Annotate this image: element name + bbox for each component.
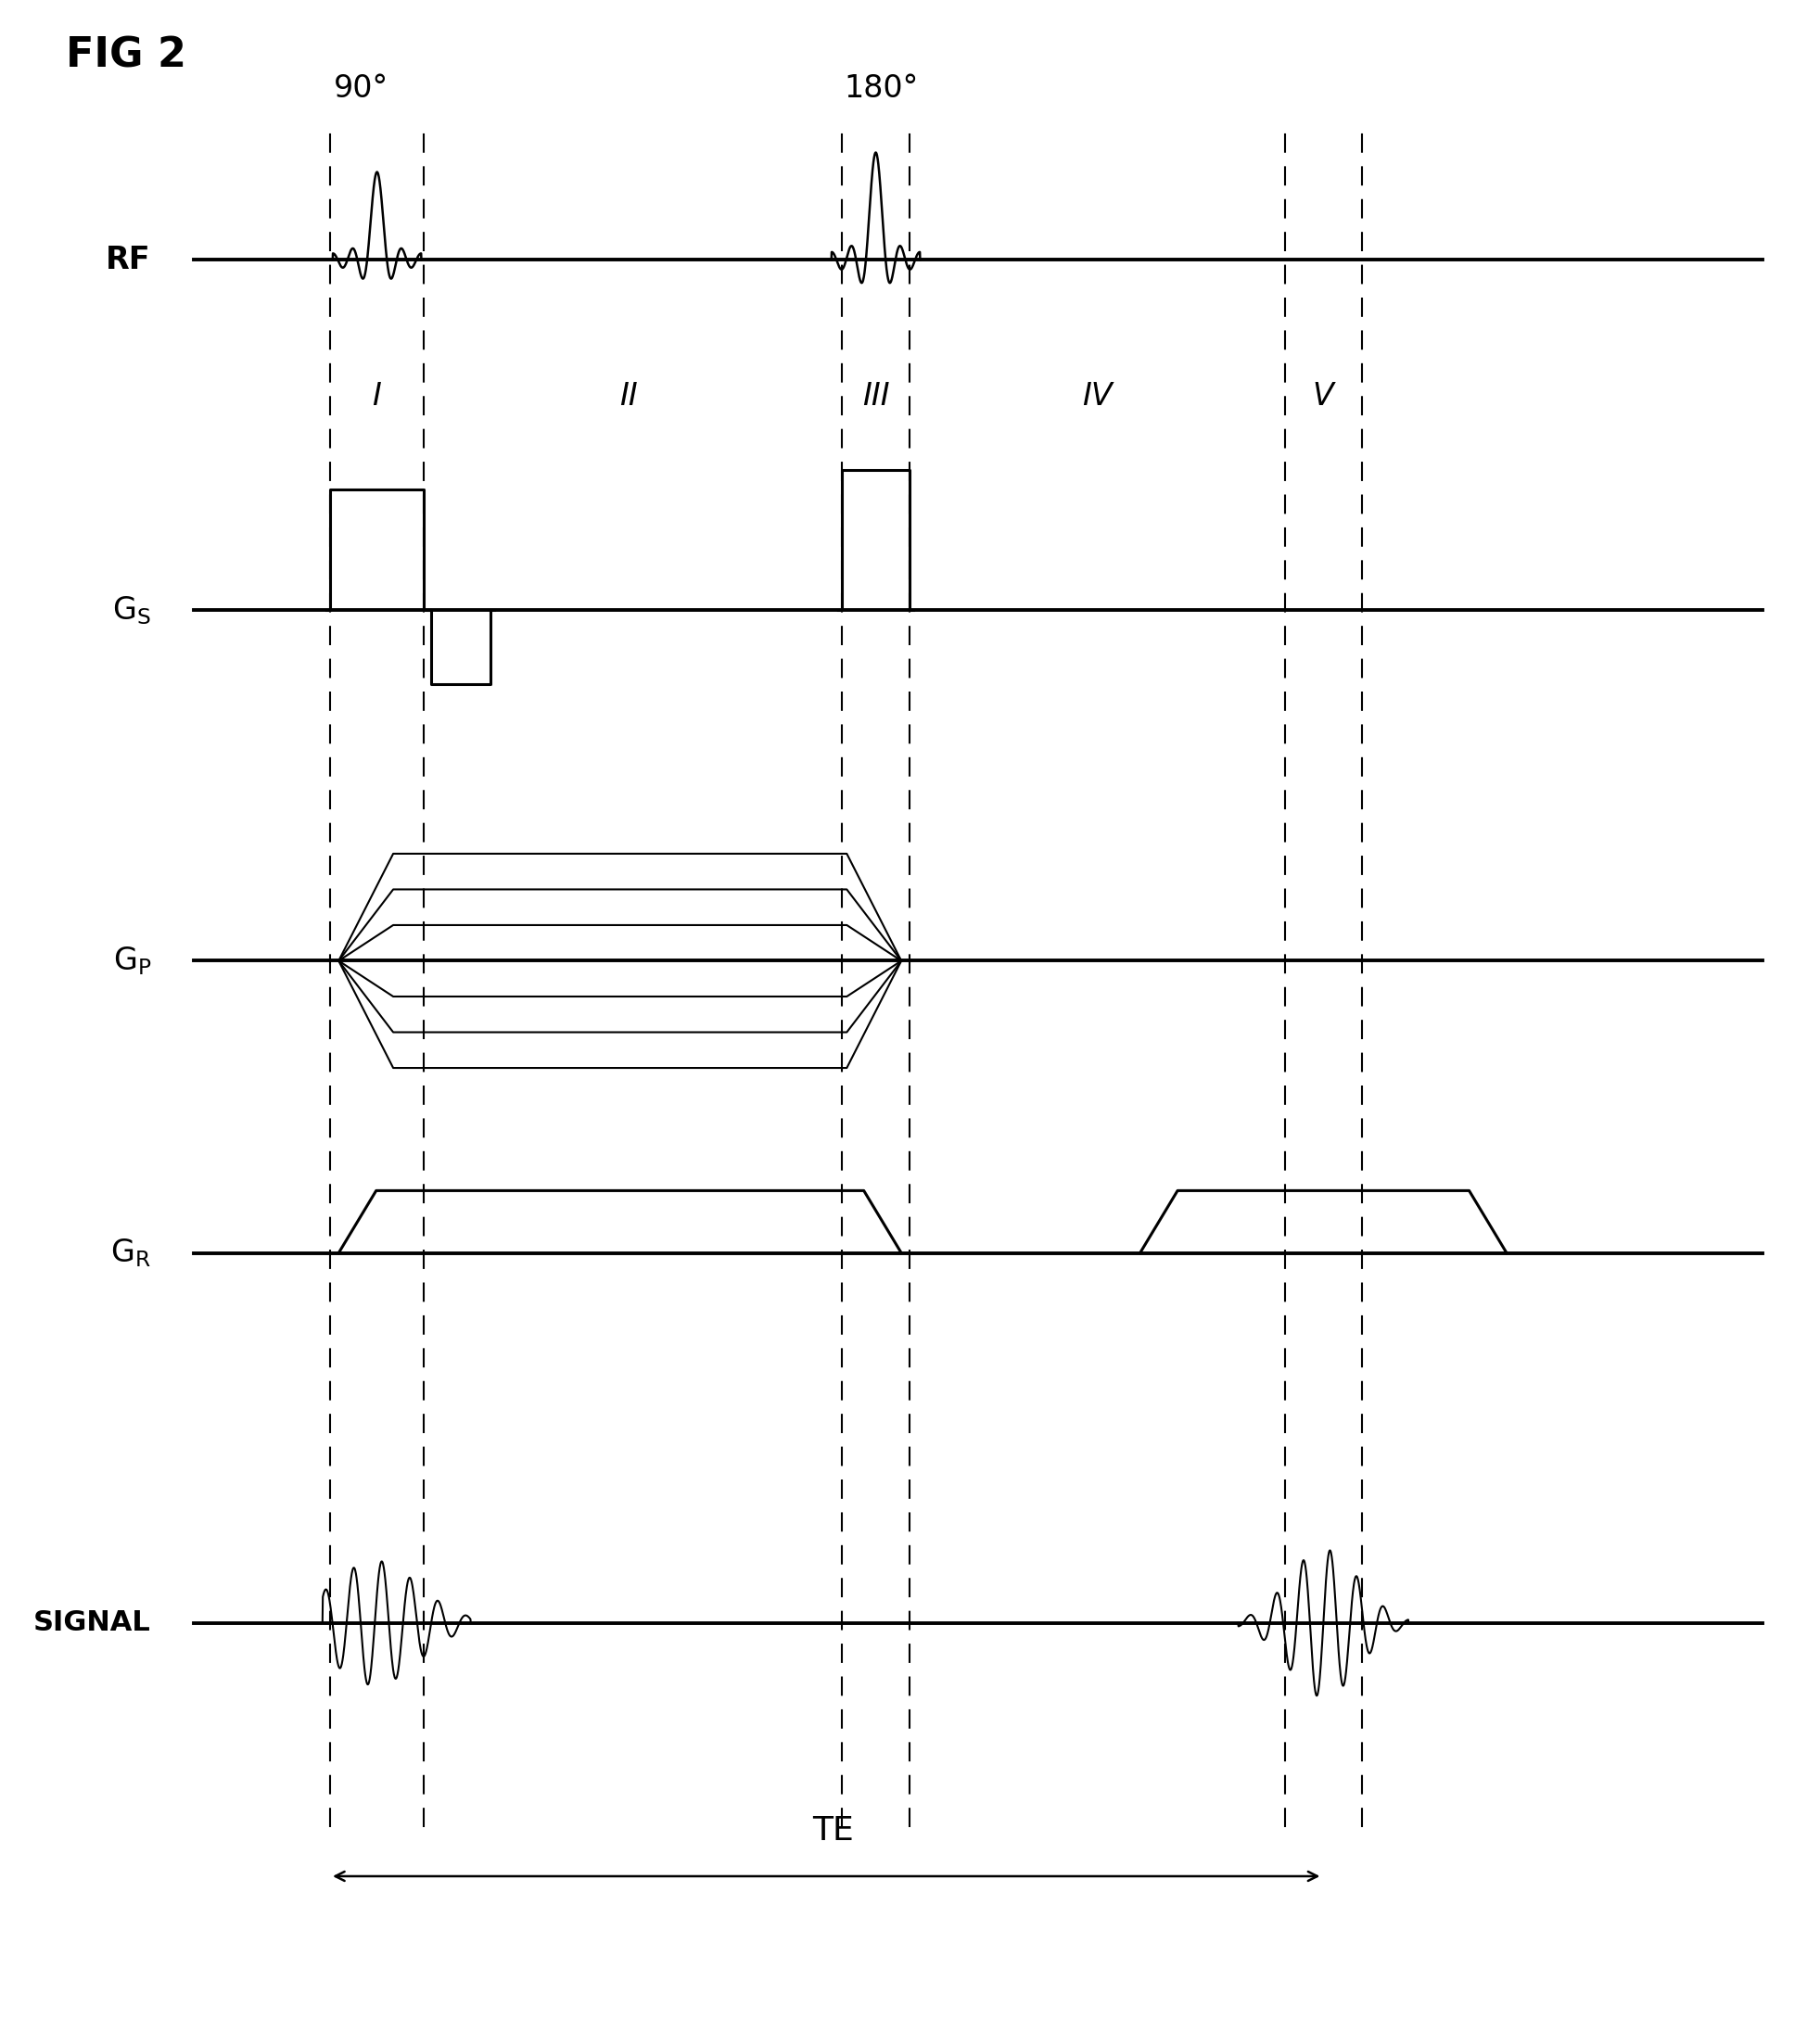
Text: FIG 2: FIG 2 [66, 36, 186, 75]
Text: V: V [1312, 382, 1332, 412]
Text: RF: RF [106, 244, 151, 275]
Text: II: II [619, 382, 637, 412]
Text: SIGNAL: SIGNAL [33, 1609, 151, 1637]
Text: TE: TE [812, 1815, 854, 1847]
Text: 180°: 180° [844, 73, 917, 103]
Text: G$_\mathregular{S}$: G$_\mathregular{S}$ [113, 594, 151, 626]
Text: I: I [371, 382, 380, 412]
Text: 90°: 90° [333, 73, 388, 103]
Text: G$_\mathregular{P}$: G$_\mathregular{P}$ [113, 945, 151, 977]
Text: G$_\mathregular{R}$: G$_\mathregular{R}$ [111, 1238, 151, 1270]
Text: IV: IV [1083, 382, 1112, 412]
Text: III: III [863, 382, 890, 412]
